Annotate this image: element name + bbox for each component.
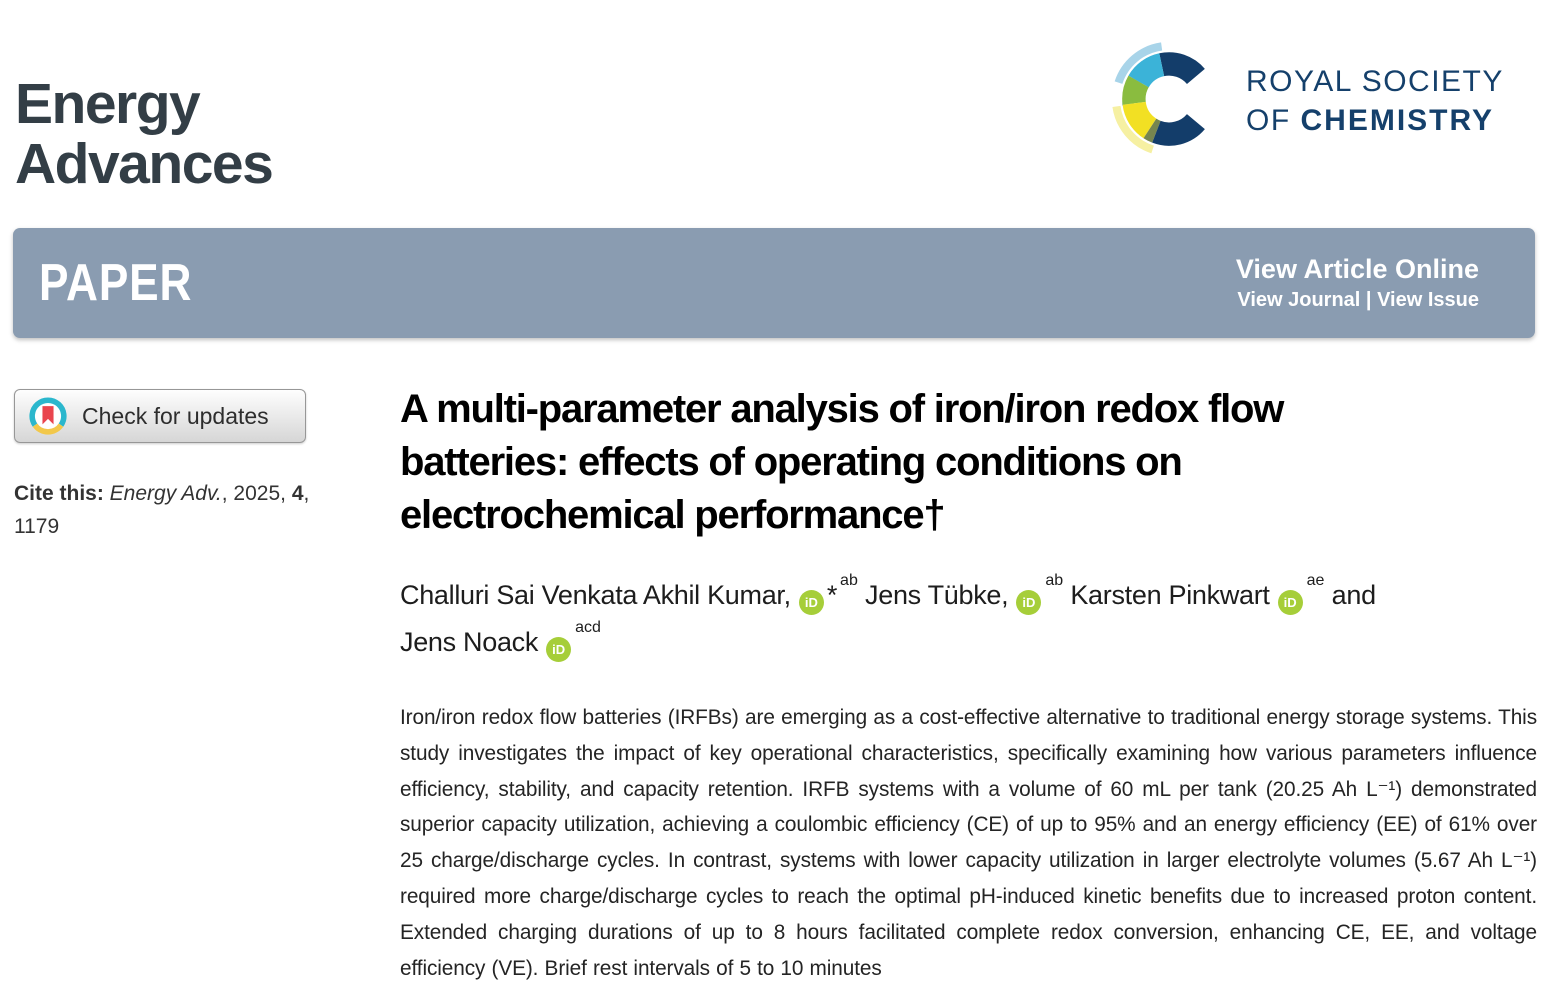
- author-byline: Challuri Sai Venkata Akhil Kumar, iD * ab J…: [400, 569, 1537, 663]
- view-issue-link[interactable]: View Issue: [1377, 289, 1479, 311]
- article-title: A multi-parameter analysis of iron/iron …: [400, 383, 1537, 542]
- corresponding-author-star: *: [826, 580, 838, 610]
- author-name: Karsten Pinkwart: [1070, 580, 1270, 610]
- view-article-online-link[interactable]: View Article Online: [1235, 254, 1479, 284]
- rsc-wordmark-line2: OF CHEMISTRY: [1246, 104, 1495, 137]
- journal-name-line1: Energy: [15, 72, 201, 136]
- affiliation-letters: acd: [575, 619, 601, 636]
- rsc-logo: ROYAL SOCIETY OF CHEMISTRY: [1106, 28, 1504, 170]
- affiliation-letters: ab: [1045, 572, 1064, 589]
- journal-name: Energy Advances: [15, 72, 274, 196]
- banner-links: View Article Online View Journal | View …: [1236, 253, 1479, 313]
- affiliation-letters: ab: [840, 572, 858, 589]
- orcid-icon[interactable]: iD: [798, 590, 824, 615]
- author-name: Jens Noack: [400, 627, 539, 657]
- citation-block: Cite this: Energy Adv., 2025, 4, 1179: [14, 477, 359, 543]
- orcid-icon[interactable]: iD: [1016, 590, 1042, 615]
- crossmark-icon: [29, 397, 67, 435]
- view-journal-link[interactable]: View Journal: [1237, 289, 1361, 311]
- author-name: Challuri Sai Venkata Akhil Kumar,: [400, 580, 791, 610]
- rsc-wordmark-line1: ROYAL SOCIETY: [1246, 65, 1504, 98]
- orcid-icon[interactable]: iD: [546, 637, 572, 662]
- and-label: and: [1331, 580, 1376, 610]
- check-for-updates-label: Check for updates: [82, 402, 269, 429]
- article-type-banner: PAPER View Article Online View Journal |…: [13, 228, 1535, 338]
- abstract-text: Iron/iron redox flow batteries (IRFBs) a…: [400, 706, 1537, 980]
- rsc-c-mark-icon: [1112, 42, 1205, 154]
- title-line-3: electrochemical performance†: [400, 493, 946, 537]
- orcid-icon[interactable]: iD: [1277, 590, 1303, 615]
- cite-volume: 4: [291, 482, 304, 505]
- rsc-wordmark: ROYAL SOCIETY OF CHEMISTRY: [1246, 58, 1504, 140]
- check-for-updates-button[interactable]: Check for updates: [14, 389, 306, 443]
- cite-journal-abbrev: Energy Adv.: [103, 482, 222, 505]
- journal-name-line2: Advances: [15, 132, 274, 196]
- view-journal-issue-links: View Journal | View Issue: [1236, 287, 1479, 313]
- paper-label: PAPER: [39, 254, 193, 312]
- title-line-2: batteries: effects of operating conditio…: [400, 440, 1183, 484]
- title-line-1: A multi-parameter analysis of iron/iron …: [400, 387, 1284, 431]
- article-main-column: A multi-parameter analysis of iron/iron …: [400, 383, 1537, 986]
- link-separator: |: [1360, 289, 1378, 311]
- cite-this-label: Cite this:: [14, 482, 104, 505]
- author-name: Jens Tübke,: [865, 580, 1009, 610]
- cite-page: , 1179: [14, 482, 310, 538]
- affiliation-letters: ae: [1306, 572, 1325, 589]
- cite-year: , 2025,: [221, 482, 286, 505]
